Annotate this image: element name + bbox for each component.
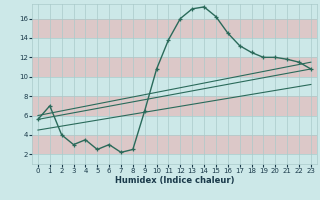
Bar <box>32 135 317 154</box>
X-axis label: Humidex (Indice chaleur): Humidex (Indice chaleur) <box>115 176 234 185</box>
Bar <box>32 57 317 77</box>
Bar <box>32 96 317 116</box>
Bar <box>32 19 317 38</box>
